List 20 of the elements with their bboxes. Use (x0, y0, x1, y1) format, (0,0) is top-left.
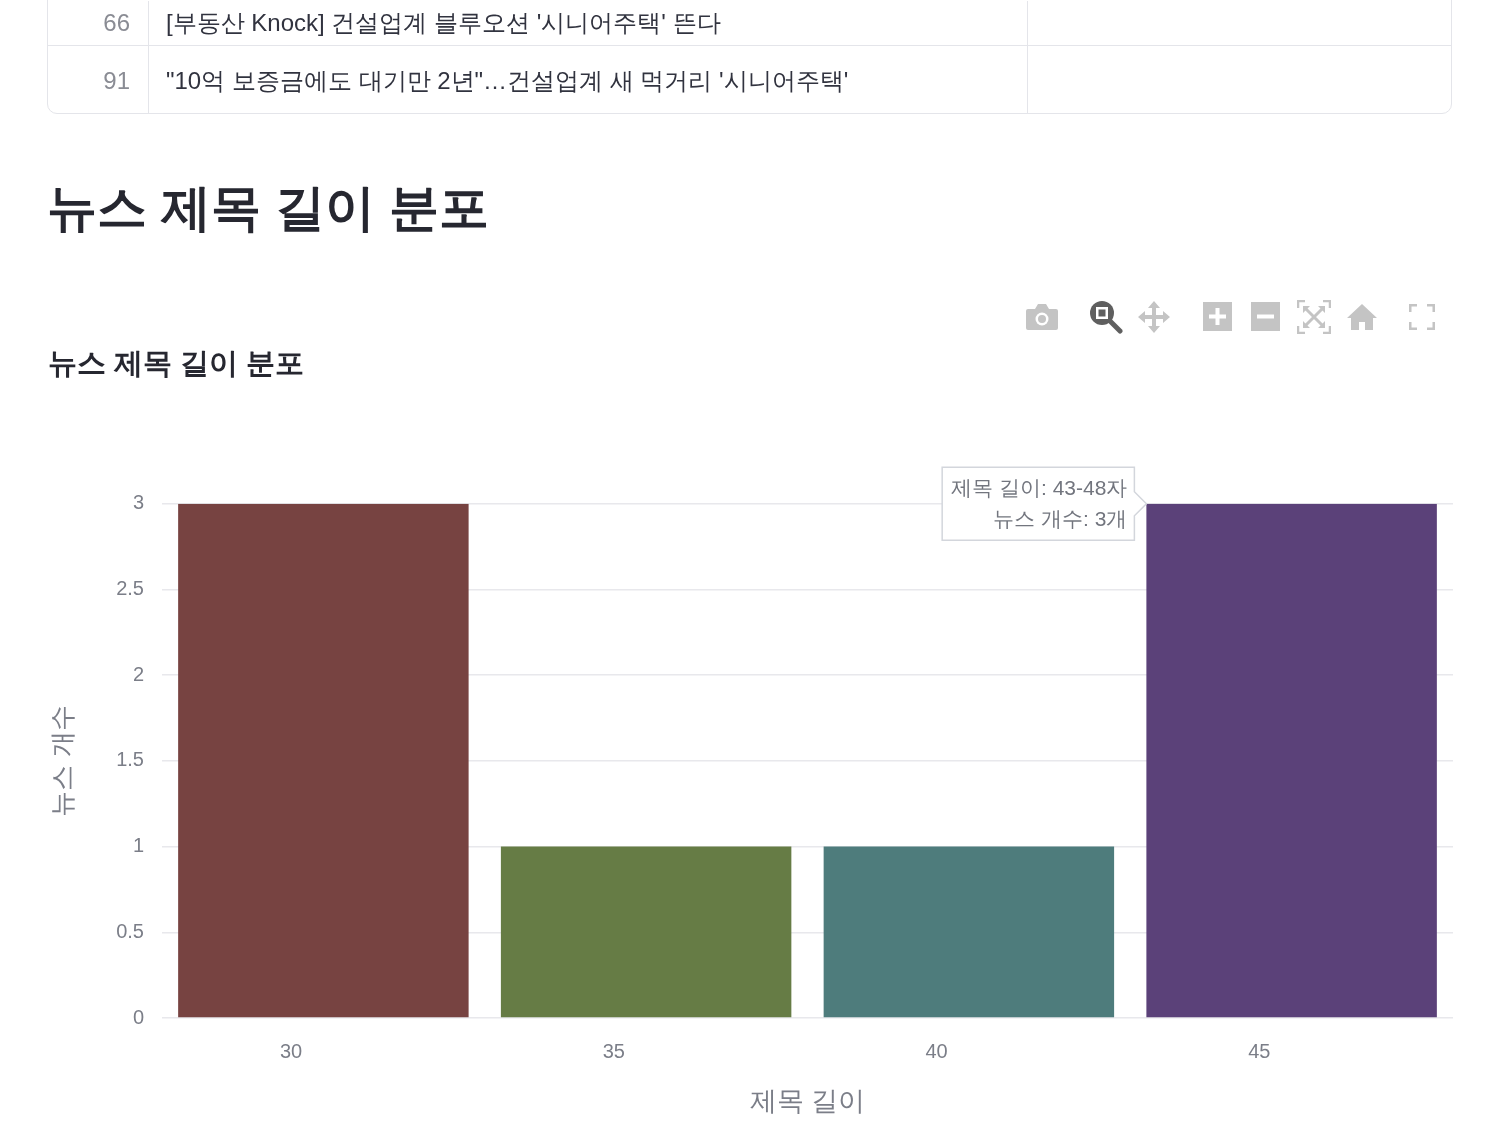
x-tick-label: 35 (602, 1039, 625, 1062)
text: [부동산 Knock] 건설업계 블루오션 '시니어주택' 뜬다 (149, 1, 1028, 45)
y-tick-label: 2.5 (116, 577, 144, 600)
x-tick-label: 30 (279, 1039, 303, 1062)
x-tick-label: 45 (1248, 1039, 1271, 1062)
y-tick-label: 1 (132, 834, 144, 857)
chart-title: 뉴스 제목 길이 분포 (48, 347, 305, 380)
text: 뉴스 제목 길이 분포 (47, 179, 489, 238)
annotation: 제목 길이: 43-48자 뉴스 개수: 3개 (951, 475, 1128, 530)
text: "10억 보증금에도 대기만 2년"…건설업계 새 먹거리 '시니어주택' (149, 46, 1028, 115)
text: 66 (48, 1, 149, 45)
text: 91 (48, 46, 149, 115)
x-axis-title: 제목 길이 (749, 1086, 866, 1117)
y-tick-label: 3 (132, 491, 144, 514)
y-tick-label: 2 (132, 662, 144, 685)
y-tick-label: 0 (132, 1005, 144, 1028)
y-axis-title: 뉴스 개수 (46, 705, 77, 817)
y-tick-label: 0.5 (116, 919, 144, 942)
y-tick-label: 1.5 (116, 748, 144, 771)
x-tick-label: 40 (925, 1039, 948, 1062)
